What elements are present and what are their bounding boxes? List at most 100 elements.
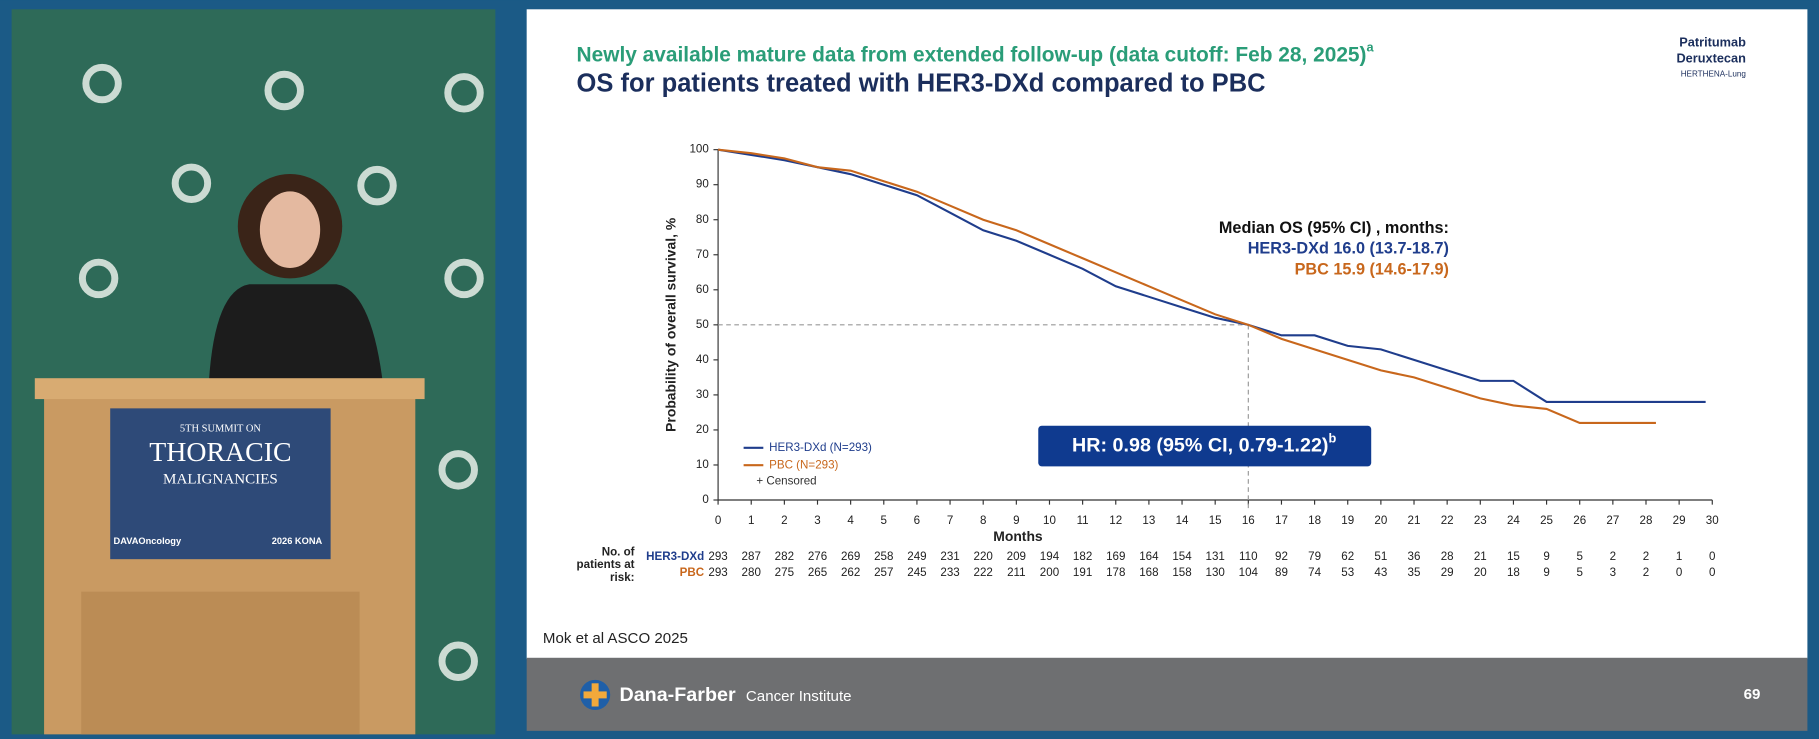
- risk-value: 36: [1408, 550, 1421, 563]
- x-tick-label: 6: [914, 514, 920, 527]
- logo-text: Deruxtecan: [1676, 51, 1745, 66]
- slide-bg: [526, 9, 1808, 659]
- x-tick-label: 30: [1706, 514, 1719, 527]
- risk-value: 29: [1441, 566, 1454, 579]
- y-axis-label: Probability of overall survival, %: [662, 218, 678, 432]
- speaker-video: 5TH SUMMIT ON THORACIC MALIGNANCIES DAVA…: [11, 9, 496, 735]
- risk-value: 233: [940, 566, 959, 579]
- speaker-body: [208, 284, 383, 383]
- risk-value: 0: [1709, 566, 1715, 579]
- y-tick-label: 50: [696, 318, 709, 331]
- risk-value: 20: [1474, 566, 1487, 579]
- risk-value: 1: [1676, 550, 1682, 563]
- kicker-sup: a: [1367, 40, 1375, 55]
- y-tick-label: 20: [696, 423, 709, 436]
- survival-curve: [717, 148, 1656, 424]
- risk-value: 62: [1341, 550, 1354, 563]
- slide: Newly available mature data from extende…: [526, 9, 1808, 731]
- risk-label: patients at: [577, 558, 635, 571]
- risk-value: 169: [1106, 550, 1125, 563]
- y-tick-label: 70: [696, 248, 709, 261]
- x-tick-label: 8: [980, 514, 986, 527]
- y-tick-label: 80: [696, 213, 709, 226]
- risk-value: 2: [1643, 550, 1649, 563]
- podium-text: DAVAOncology: [114, 536, 182, 546]
- risk-value: 2: [1643, 566, 1649, 579]
- risk-value: 51: [1374, 550, 1387, 563]
- risk-value: 178: [1106, 566, 1125, 579]
- risk-value: 182: [1073, 550, 1092, 563]
- legend-label: PBC (N=293): [769, 458, 838, 471]
- risk-value: 3: [1610, 566, 1616, 579]
- x-tick-label: 0: [715, 514, 721, 527]
- risk-value: 130: [1206, 566, 1225, 579]
- risk-value: 293: [708, 566, 727, 579]
- x-tick-label: 27: [1606, 514, 1619, 527]
- risk-value: 276: [808, 550, 827, 563]
- y-tick-label: 30: [696, 388, 709, 401]
- x-tick-label: 21: [1408, 514, 1421, 527]
- backdrop-logos: [78, 63, 484, 681]
- citation: Mok et al ASCO 2025: [543, 630, 688, 647]
- x-tick-label: 11: [1077, 514, 1089, 527]
- risk-value: 275: [775, 566, 794, 579]
- y-tick-label: 60: [696, 283, 709, 296]
- risk-value: 194: [1040, 550, 1060, 563]
- risk-value: 287: [742, 550, 761, 563]
- footer-brand: Dana-Farber: [619, 684, 735, 706]
- risk-value: 131: [1206, 550, 1225, 563]
- x-tick-label: 10: [1043, 514, 1056, 527]
- risk-value: 257: [874, 566, 893, 579]
- speaker-face: [259, 191, 321, 268]
- x-tick-label: 17: [1275, 514, 1288, 527]
- podium-text: 2026 KONA: [272, 536, 323, 546]
- risk-value: 262: [841, 566, 860, 579]
- risk-value: 0: [1709, 550, 1715, 563]
- risk-value: 9: [1543, 550, 1549, 563]
- x-tick-label: 13: [1142, 514, 1155, 527]
- risk-value: 5: [1576, 550, 1582, 563]
- risk-value: 79: [1308, 550, 1321, 563]
- risk-value: 9: [1543, 566, 1549, 579]
- slide-title: OS for patients treated with HER3-DXd co…: [577, 69, 1266, 97]
- risk-label: risk:: [610, 571, 635, 584]
- risk-value: 5: [1576, 566, 1582, 579]
- x-tick-label: 19: [1341, 514, 1354, 527]
- risk-value: 249: [907, 550, 926, 563]
- podium-top: [34, 378, 425, 400]
- risk-value: 231: [940, 550, 959, 563]
- risk-value: 21: [1474, 550, 1487, 563]
- risk-value: 293: [708, 550, 727, 563]
- x-tick-label: 29: [1673, 514, 1686, 527]
- logo-text: Patritumab: [1679, 34, 1746, 49]
- podium-text: MALIGNANCIES: [163, 472, 278, 488]
- risk-value: 211: [1007, 566, 1025, 579]
- x-tick-label: 1: [748, 514, 754, 527]
- survival-curve: [717, 148, 1706, 403]
- risk-value: 0: [1676, 566, 1682, 579]
- risk-value: 258: [874, 550, 893, 563]
- x-tick-label: 2: [781, 514, 787, 527]
- hr-text: HR: 0.98 (95% CI, 0.79-1.22)b: [1072, 431, 1336, 457]
- y-tick-label: 0: [702, 493, 708, 506]
- risk-row-name: HER3-DXd: [646, 550, 704, 563]
- x-tick-label: 28: [1640, 514, 1653, 527]
- logo-text: HERTHENA-Lung: [1681, 69, 1746, 78]
- median-row: HER3-DXd 16.0 (13.7-18.7): [1248, 240, 1449, 258]
- podium-text: 5TH SUMMIT ON: [180, 424, 261, 435]
- risk-value: 110: [1239, 550, 1257, 563]
- risk-value: 158: [1172, 566, 1191, 579]
- hr-box: [1038, 425, 1372, 467]
- risk-value: 220: [974, 550, 993, 563]
- y-tick-label: 90: [696, 178, 709, 191]
- x-tick-label: 18: [1308, 514, 1321, 527]
- risk-value: 280: [742, 566, 761, 579]
- podium-panel: [81, 591, 360, 735]
- x-tick-label: 24: [1507, 514, 1520, 527]
- x-tick-label: 15: [1209, 514, 1222, 527]
- x-tick-label: 9: [1013, 514, 1019, 527]
- risk-value: 191: [1073, 566, 1092, 579]
- risk-value: 28: [1441, 550, 1454, 563]
- podium-text: THORACIC: [149, 437, 291, 468]
